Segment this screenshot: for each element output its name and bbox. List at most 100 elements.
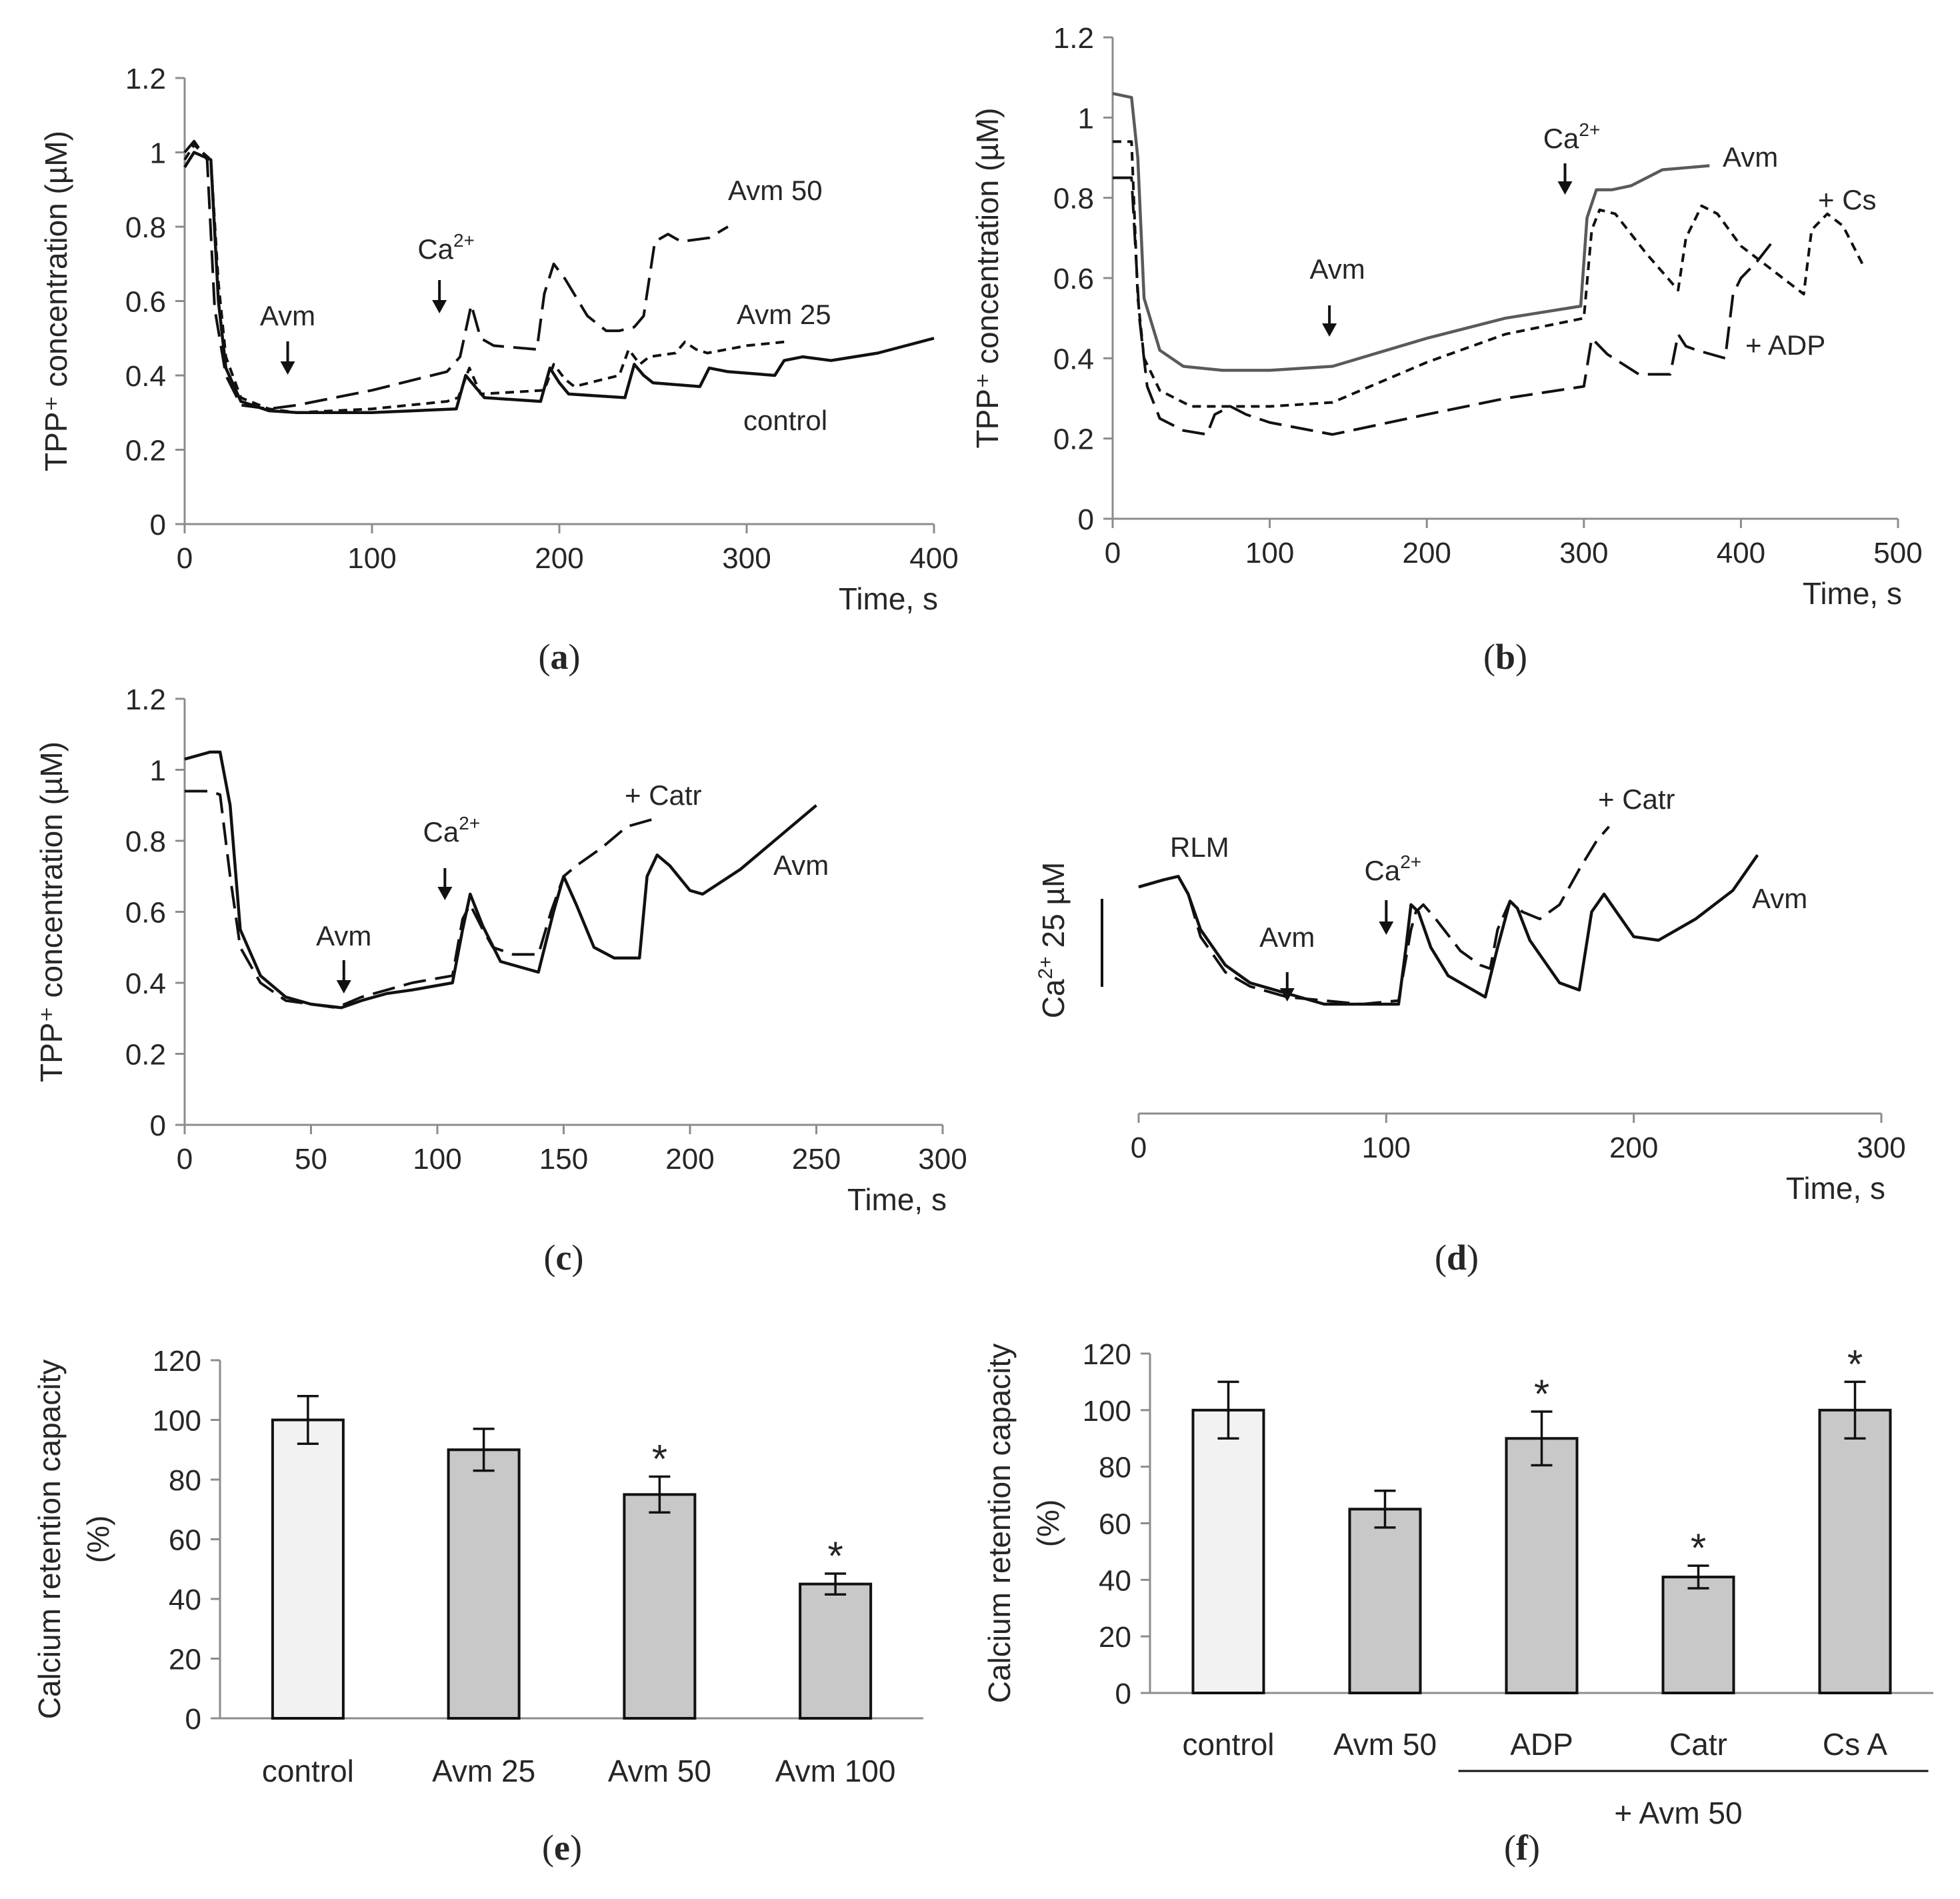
- scale-value: 25 µM: [1036, 862, 1071, 957]
- y-tick-label: 1.2: [125, 63, 166, 95]
- y-tick-label: 20: [169, 1644, 201, 1676]
- caption-letter: f: [1516, 1828, 1529, 1868]
- x-tick-label: 200: [1609, 1132, 1658, 1164]
- y-tick-label: 0.2: [125, 1039, 166, 1072]
- panel-b: 0 100 200 300 400 500 Time, s 0 0.2 0.4 0.6 0.8 1 1.2…: [970, 22, 1923, 677]
- series-line-adp: [1113, 176, 1777, 436]
- ca-annotation-label: Ca2+: [1365, 851, 1422, 886]
- arrowhead-icon: [432, 300, 447, 313]
- x-tick-label: 100: [347, 542, 396, 575]
- arrowhead-icon: [1557, 181, 1573, 195]
- x-tick-label: 0: [1105, 537, 1121, 569]
- y-tick-label: 0.6: [125, 286, 166, 319]
- bar-adp: [1505, 1437, 1579, 1694]
- category-label: control: [1182, 1727, 1274, 1762]
- series-label: + ADP: [1745, 329, 1825, 361]
- caption-open: (: [544, 1238, 556, 1278]
- y-tick-label: 0.6: [1053, 263, 1094, 295]
- series-label: + Catr: [625, 779, 702, 811]
- y-tick-label: 0: [1078, 503, 1094, 536]
- y-tick-label: 120: [1083, 1338, 1131, 1371]
- y-tick-label: 40: [1099, 1564, 1131, 1597]
- series-label: + Catr: [1598, 783, 1675, 815]
- bar-avm-100: [799, 1582, 873, 1720]
- panel-caption: (c): [544, 1238, 584, 1278]
- panel-e: 0 20 40 60 80 100 120 Calcium retention capacit…: [32, 1345, 923, 1868]
- caption-close: ): [569, 637, 581, 677]
- series-line-catr: [185, 789, 653, 1010]
- ca-annotation-label: Ca2+: [1543, 119, 1601, 154]
- x-tick-label: 100: [413, 1143, 461, 1176]
- x-tick-label: 100: [1362, 1132, 1411, 1164]
- y-tick-label: 1.2: [125, 683, 166, 716]
- series-line-control: [183, 151, 935, 415]
- bar-avm-50: [1348, 1508, 1422, 1695]
- bar-control: [1191, 1408, 1265, 1694]
- category-label: Avm 100: [775, 1754, 896, 1788]
- category-label: Avm 25: [432, 1754, 535, 1788]
- y-axis-title: Calcium retention capacity: [32, 1360, 67, 1719]
- y-tick-label: 120: [153, 1345, 201, 1378]
- x-tick-label: 0: [1131, 1132, 1147, 1164]
- x-tick-label: 400: [1717, 537, 1765, 569]
- y-tick-label: 0.6: [125, 897, 166, 929]
- category-label: control: [262, 1754, 354, 1788]
- y-tick-label: 80: [169, 1464, 201, 1497]
- x-axis-title: Time, s: [1786, 1171, 1885, 1206]
- y-tick-label: 0: [150, 509, 166, 541]
- x-tick-label: 300: [722, 542, 771, 575]
- panel-c: 0 50 100 150 200 250 300 Time, s 0 0.2 0.4 0.6 0.8 1 1…: [34, 683, 967, 1278]
- y-tick-label: 0.2: [125, 435, 166, 467]
- y-tick-label: 1: [150, 137, 166, 170]
- caption-open: (: [542, 1828, 554, 1868]
- x-tick-label: 250: [792, 1143, 841, 1176]
- y-tick-label: 0: [150, 1110, 166, 1142]
- y-tick-label: 0.8: [125, 825, 166, 858]
- x-tick-label: 100: [1245, 537, 1294, 569]
- significance-marker: *: [1691, 1526, 1706, 1570]
- x-tick-label: 500: [1873, 537, 1922, 569]
- caption-letter: b: [1495, 637, 1515, 677]
- caption-close: ): [570, 1828, 582, 1868]
- caption-open: (: [1435, 1238, 1447, 1278]
- y-tick-label: 80: [1099, 1452, 1131, 1484]
- ca-superscript: 2+: [1400, 851, 1421, 872]
- panel-caption: (a): [539, 637, 581, 677]
- x-axis-title: Time, s: [1803, 576, 1902, 611]
- series-line-cs: [1113, 140, 1865, 408]
- series-line-avm-25: [183, 143, 785, 414]
- y-tick-label: 60: [169, 1524, 201, 1557]
- y-tick-label: 0.8: [125, 211, 166, 244]
- caption-close: ): [571, 1238, 583, 1278]
- y-axis-title: Calcium retention capacity: [982, 1344, 1017, 1703]
- x-axis-title: Time, s: [839, 581, 938, 616]
- arrowhead-icon: [336, 980, 351, 994]
- caption-open: (: [539, 637, 551, 677]
- panel-f: 0 20 40 60 80 100 120 Calcium retention capacit…: [982, 1338, 1933, 1868]
- caption-close: ): [1467, 1238, 1479, 1278]
- x-tick-label: 50: [295, 1143, 327, 1176]
- significance-marker: *: [827, 1534, 843, 1578]
- series-label: Avm: [1752, 883, 1807, 914]
- y-axis-title-unit: (%): [1031, 1500, 1065, 1548]
- caption-open: (: [1504, 1828, 1516, 1868]
- ca-base: Ca: [1365, 855, 1401, 886]
- ca-superscript: 2+: [453, 230, 475, 251]
- y-tick-label: 40: [169, 1584, 201, 1616]
- ca-annotation-label: Ca2+: [417, 230, 475, 265]
- category-label: ADP: [1510, 1727, 1573, 1762]
- y-axis-title: TPP⁺ concentration (µM): [970, 108, 1005, 449]
- annotation-label: Avm: [1310, 253, 1365, 285]
- x-tick-label: 0: [177, 1143, 193, 1176]
- x-tick-label: 300: [1559, 537, 1608, 569]
- y-tick-label: 1: [150, 755, 166, 787]
- series-label: control: [743, 405, 827, 436]
- scale-base: Ca: [1036, 979, 1071, 1018]
- panel-a: 0 100 200 300 400 Time, s 0 0.2 0.4 0.6 0.8 1 1.2 TPP…: [39, 63, 959, 677]
- ca-base: Ca: [423, 816, 459, 847]
- x-tick-label: 200: [535, 542, 583, 575]
- arrowhead-icon: [1322, 323, 1337, 337]
- panel-caption: (f): [1504, 1828, 1540, 1868]
- series-label: + Cs: [1818, 184, 1877, 215]
